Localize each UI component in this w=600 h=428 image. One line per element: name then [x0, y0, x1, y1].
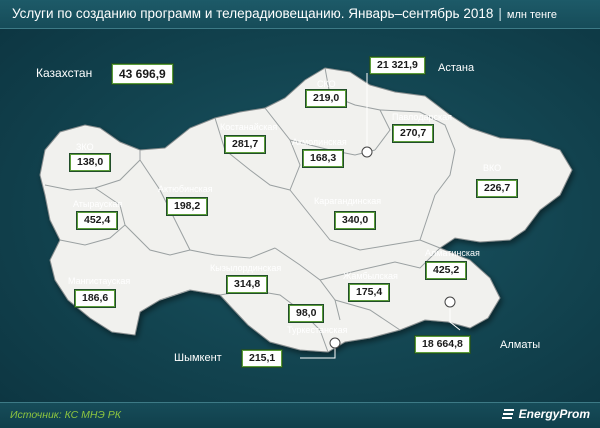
city-value-almaty: 18 664,8 — [415, 336, 470, 353]
region-label-aktobe: Актюбинская — [158, 184, 213, 194]
region-value-zhambyl: 175,4 — [349, 284, 390, 301]
city-label-astana: Астана — [438, 62, 475, 74]
region-borders — [44, 67, 456, 353]
almaty-marker — [444, 296, 456, 308]
region-value-almaty-region: 425,2 — [426, 262, 467, 279]
region-value-karaganda: 340,0 — [335, 212, 376, 229]
region-label-zhambyl: Жамбылская — [343, 271, 398, 281]
header-bar: Услуги по созданию программ и телерадиов… — [0, 0, 600, 29]
shymkent-marker — [329, 337, 341, 349]
region-value-turkestan: 98,0 — [289, 305, 324, 322]
region-value-kostanay: 281,7 — [225, 136, 266, 153]
region-value-kyzylorda: 314,8 — [227, 276, 268, 293]
brand-text: EnergyProm — [518, 407, 590, 421]
region-label-sko: СКО — [317, 79, 336, 89]
region-value-zko: 138,0 — [70, 154, 111, 171]
city-value-shymkent: 215,1 — [242, 350, 283, 367]
region-label-vko: ВКО — [483, 163, 502, 173]
region-label-mangystau: Мангистауская — [68, 276, 131, 286]
astana-marker — [361, 146, 373, 158]
region-label-akmola: Акмолинская — [292, 137, 347, 147]
almaty-leader — [449, 305, 461, 331]
region-value-vko: 226,7 — [477, 180, 518, 197]
region-label-atyrau: Атырауская — [73, 199, 123, 209]
country-value: 43 696,9 — [112, 64, 173, 84]
energyprom-logo-icon — [501, 409, 514, 419]
page-title: Услуги по созданию программ и телерадиов… — [12, 6, 557, 21]
source-note: Источник: КС МНЭ РК — [10, 409, 121, 421]
title-separator: | — [498, 6, 502, 21]
city-label-shymkent: Шымкент — [174, 352, 222, 364]
region-value-mangystau: 186,6 — [75, 290, 116, 307]
region-label-turkestan: Туркестанская — [287, 325, 348, 335]
region-value-sko: 219,0 — [306, 90, 347, 107]
region-value-akmola: 168,3 — [303, 150, 344, 167]
country-label: Казахстан — [36, 66, 93, 80]
unit-label: млн тенге — [506, 9, 557, 21]
shymkent-leader — [300, 345, 336, 359]
city-label-almaty: Алматы — [500, 339, 541, 351]
city-value-astana: 21 321,9 — [370, 57, 425, 74]
region-value-atyrau: 452,4 — [77, 212, 118, 229]
region-label-almaty-region: Алматинская — [425, 248, 480, 258]
region-value-aktobe: 198,2 — [167, 198, 208, 215]
region-label-karaganda: Карагандинская — [314, 196, 382, 206]
footer-bar: Источник: КС МНЭ РК EnergyProm — [0, 402, 600, 428]
region-label-kostanay: Костанайская — [220, 122, 278, 132]
region-label-pavlodar: Павлодарская — [392, 112, 452, 122]
region-label-kyzylorda: Кызылординская — [210, 263, 282, 273]
title-text: Услуги по созданию программ и телерадиов… — [12, 6, 494, 21]
leader-lines — [300, 73, 461, 359]
region-value-pavlodar: 270,7 — [393, 125, 434, 142]
brand-logo: EnergyProm — [501, 407, 590, 421]
region-label-zko: ЗКО — [76, 142, 94, 152]
